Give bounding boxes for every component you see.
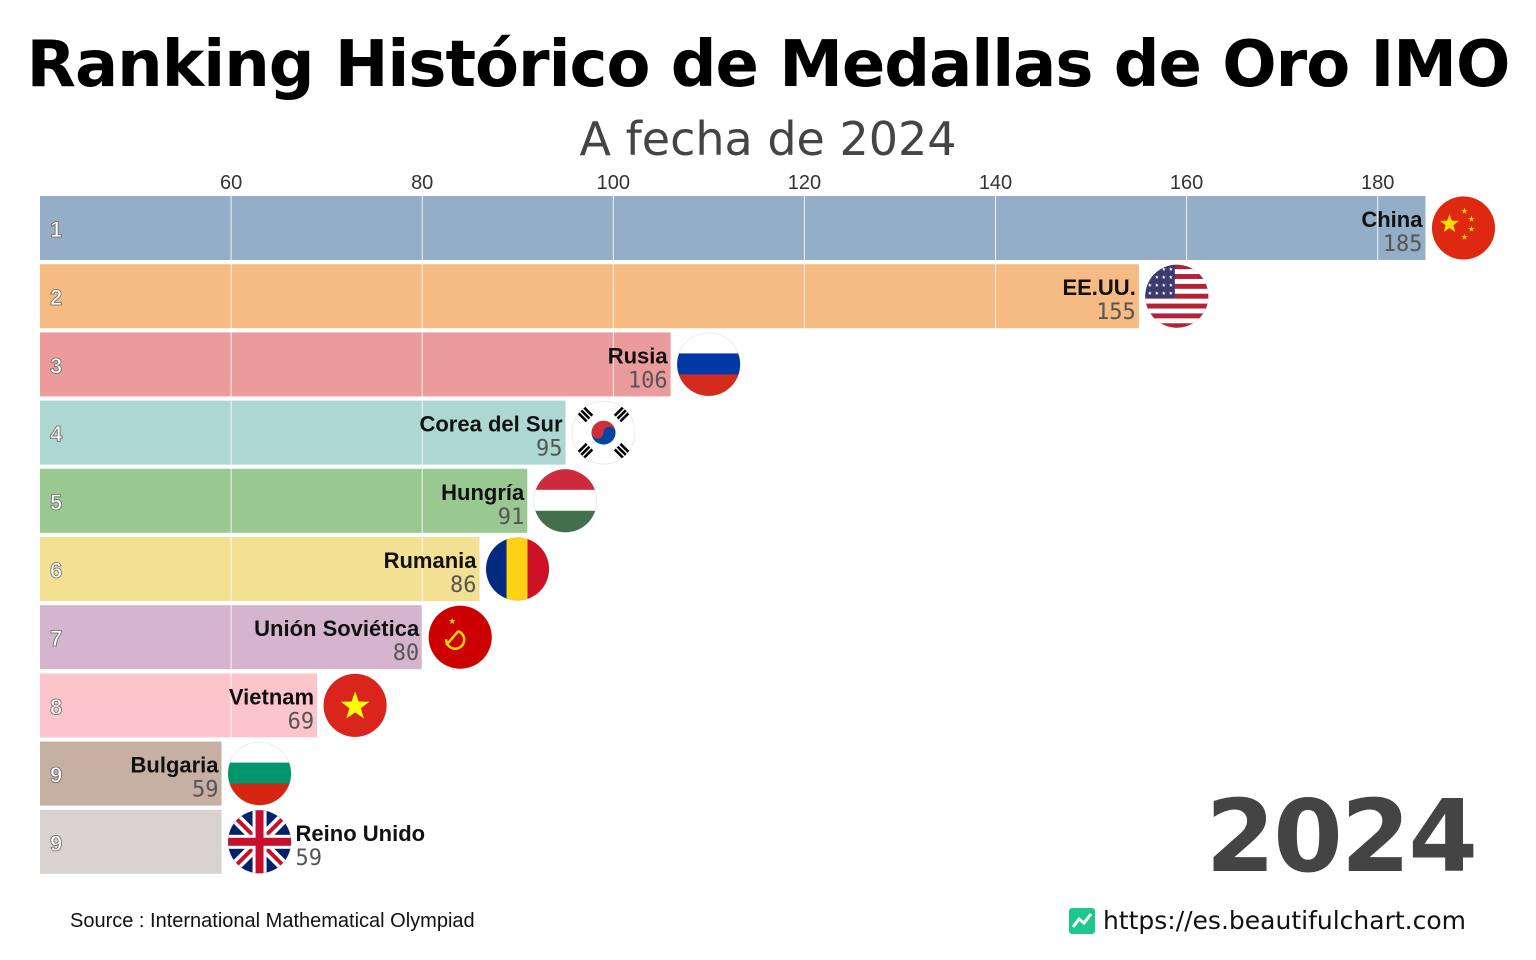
south-korea-flag-icon	[571, 400, 636, 465]
x-tick-label: 100	[597, 172, 630, 194]
x-tick-label: 160	[1170, 172, 1203, 194]
value-label: 59	[192, 778, 219, 803]
value-label: 80	[393, 641, 420, 666]
website-link[interactable]: https://es.beautifulchart.com	[1068, 906, 1466, 935]
bar-10	[40, 809, 222, 874]
country-label: Hungría	[441, 480, 525, 505]
bar-5	[40, 468, 528, 533]
rank-label: 8	[50, 694, 62, 719]
year-label: 2024	[1205, 778, 1478, 895]
bar-3	[40, 332, 671, 397]
rank-label: 2	[50, 285, 62, 310]
country-label: China	[1361, 207, 1423, 232]
china-flag-icon	[1431, 196, 1496, 260]
country-label: Reino Unido	[296, 821, 426, 846]
country-label: Corea del Sur	[419, 412, 562, 437]
rank-label: 3	[50, 353, 62, 378]
bar-4	[40, 400, 566, 465]
vietnam-flag-icon	[323, 673, 388, 738]
russia-flag-icon	[676, 332, 741, 397]
website-url[interactable]: https://es.beautifulchart.com	[1102, 906, 1466, 935]
x-tick-label: 80	[411, 172, 433, 194]
uk-flag-icon	[227, 809, 292, 874]
rank-label: 4	[50, 422, 63, 447]
chart-subtitle: A fecha de 2024	[579, 112, 957, 166]
romania-flag-icon	[485, 537, 550, 601]
value-label: 155	[1096, 300, 1136, 325]
rank-label: 1	[50, 217, 62, 242]
x-tick-label: 180	[1361, 172, 1394, 194]
value-label: 91	[498, 505, 525, 530]
country-label: Vietnam	[229, 684, 314, 709]
country-label: Rumania	[384, 548, 478, 573]
bar-8	[40, 673, 318, 738]
value-label: 59	[296, 846, 323, 871]
source-label: Source : International Mathematical Olym…	[70, 910, 475, 932]
bar-9	[40, 741, 222, 806]
ussr-flag-icon	[428, 605, 493, 670]
country-label: Bulgaria	[131, 753, 220, 778]
bulgaria-flag-icon	[227, 741, 292, 806]
usa-flag-icon	[1144, 264, 1209, 329]
bar-1	[40, 196, 1426, 260]
hungary-flag-icon	[533, 468, 598, 533]
chart-title: Ranking Histórico de Medallas de Oro IMO	[26, 28, 1511, 102]
rank-label: 7	[50, 626, 62, 651]
value-label: 69	[288, 709, 315, 734]
bar-2	[40, 264, 1139, 329]
rank-label: 6	[50, 558, 62, 583]
rank-label: 5	[50, 490, 62, 515]
value-label: 185	[1383, 232, 1423, 257]
x-tick-label: 60	[220, 172, 242, 194]
chart-line-icon	[1068, 907, 1095, 934]
value-label: 86	[450, 573, 477, 598]
country-label: Rusia	[608, 343, 669, 368]
x-tick-label: 140	[979, 172, 1012, 194]
rank-label: 9	[50, 763, 62, 788]
country-label: Unión Soviética	[254, 616, 420, 641]
rank-label: 9	[50, 831, 62, 856]
x-tick-label: 120	[788, 172, 821, 194]
country-label: EE.UU.	[1062, 275, 1135, 300]
bar-6	[40, 537, 480, 601]
value-label: 106	[628, 368, 668, 393]
value-label: 95	[536, 437, 563, 462]
